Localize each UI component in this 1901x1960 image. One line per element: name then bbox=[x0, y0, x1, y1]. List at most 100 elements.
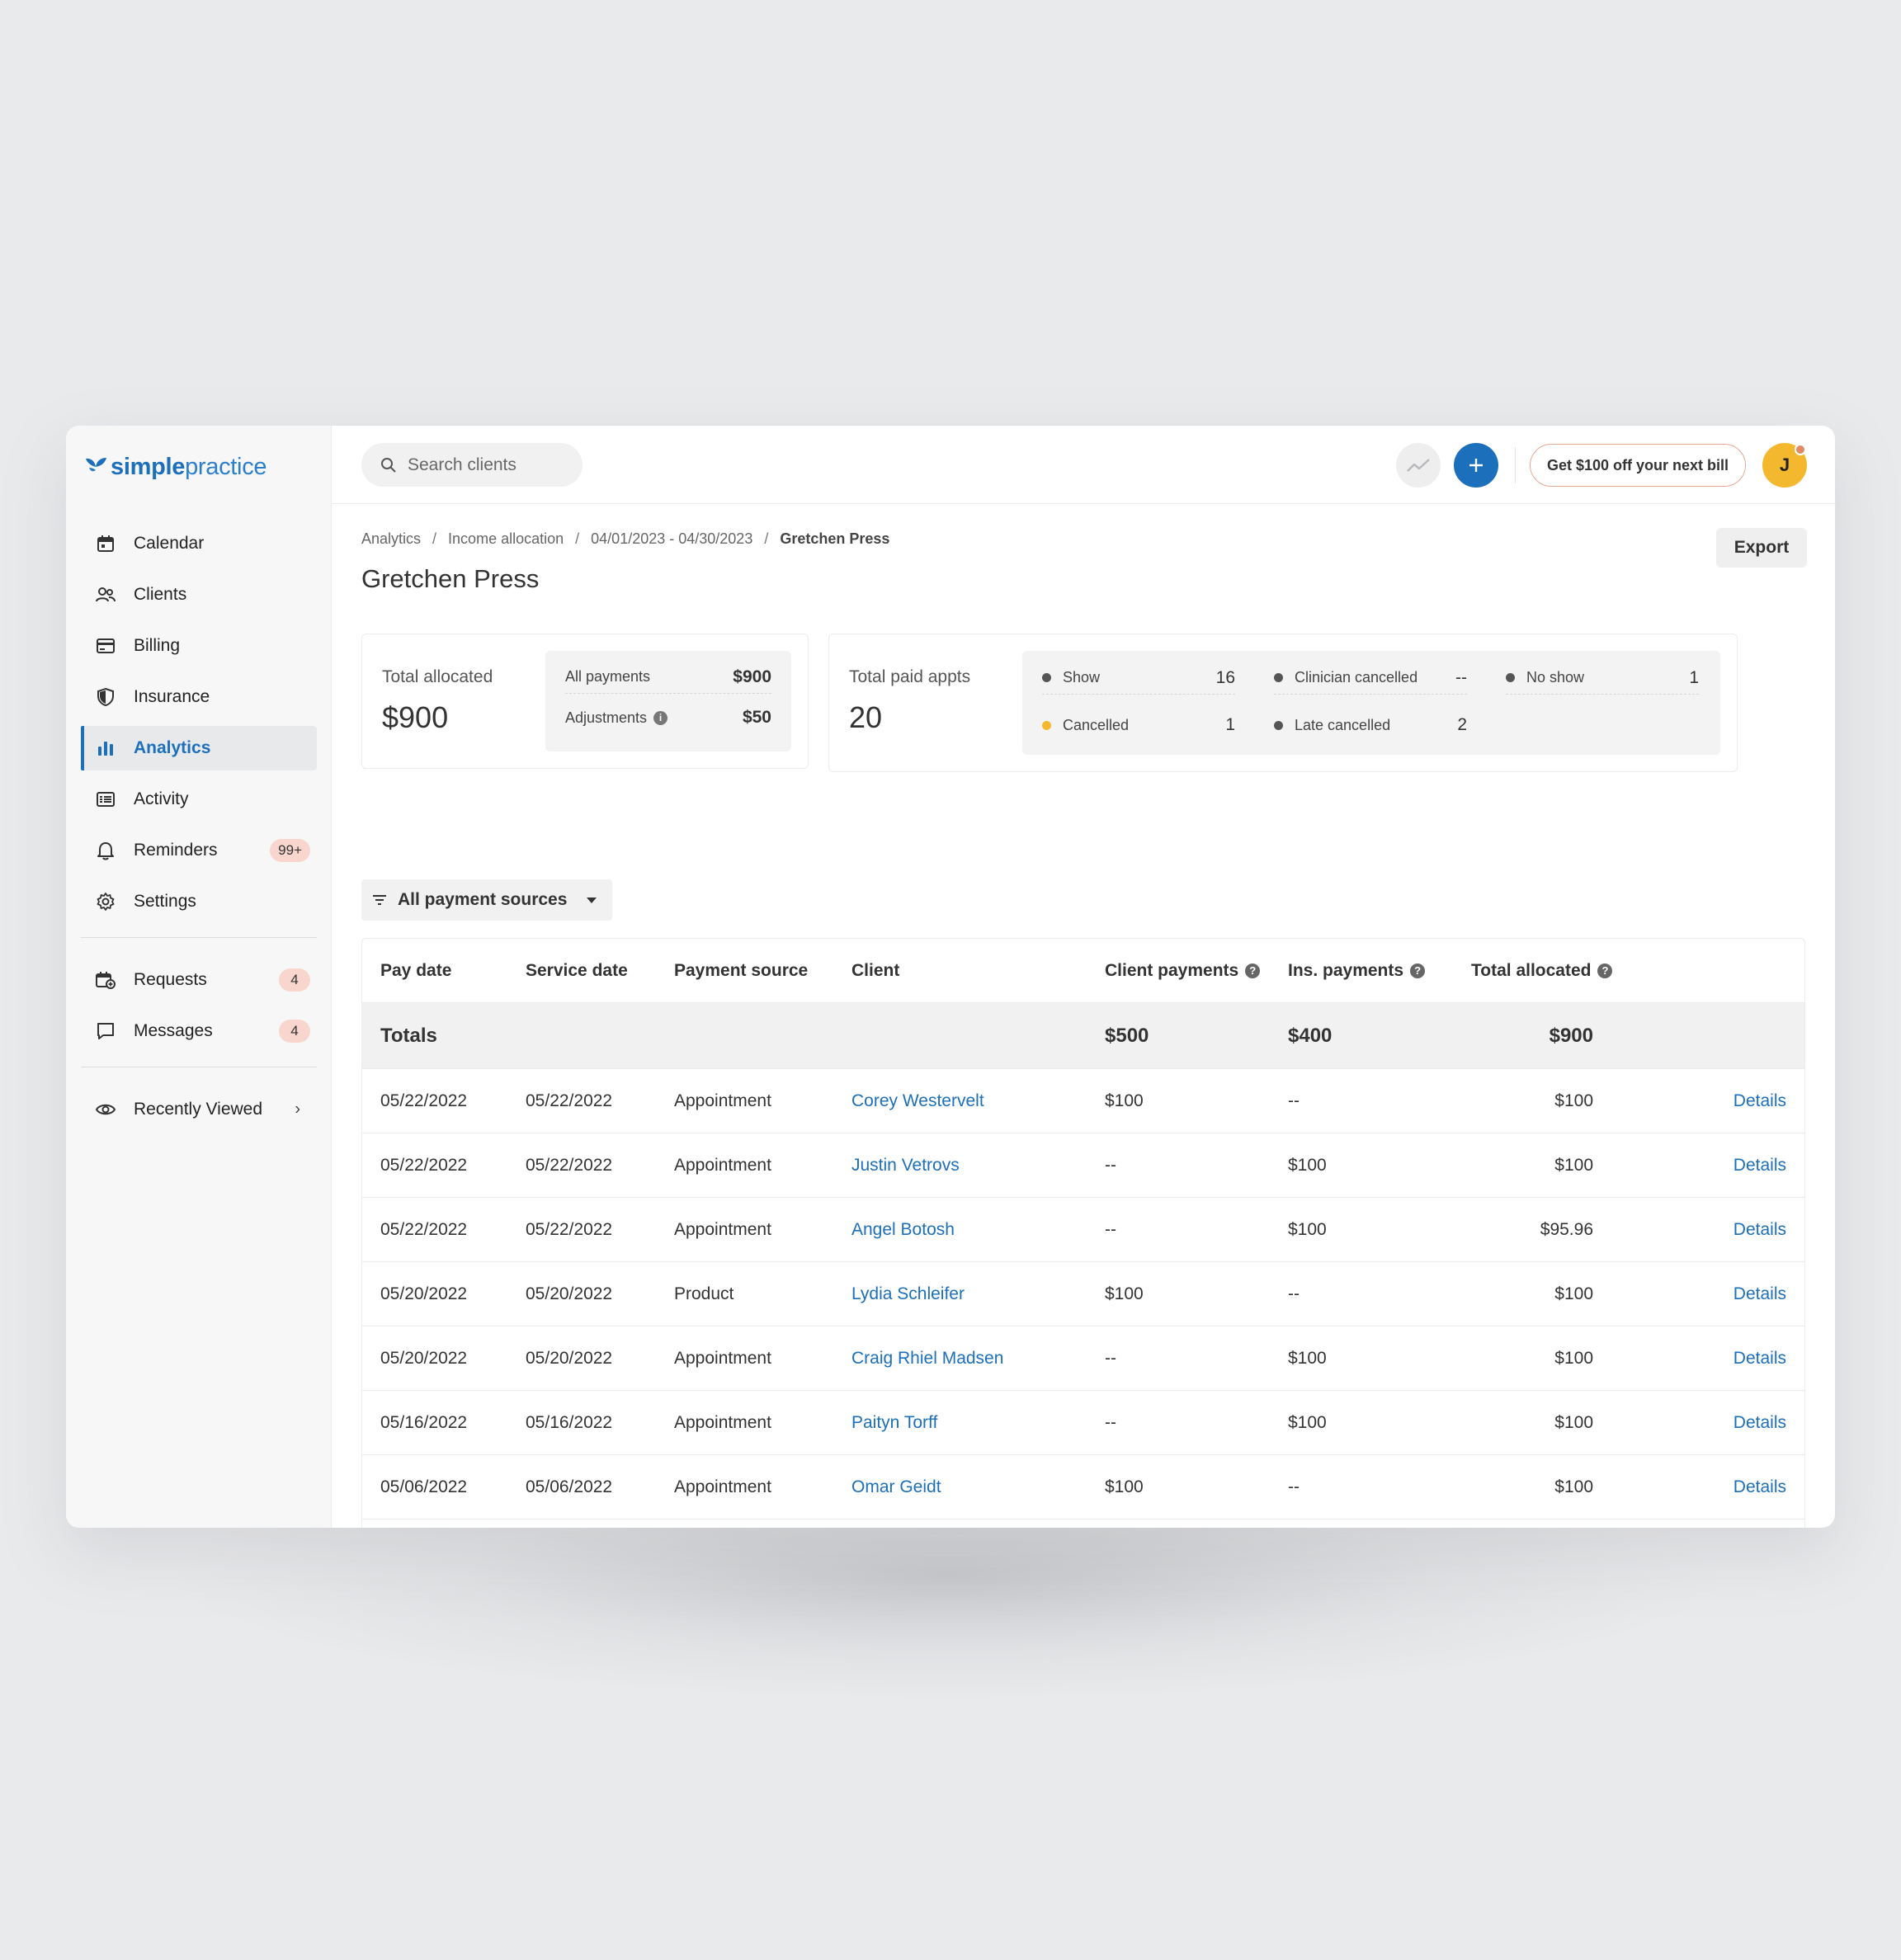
details-link[interactable]: Details bbox=[1733, 1348, 1786, 1368]
requests-count-badge: 4 bbox=[279, 968, 310, 992]
help-icon[interactable]: ? bbox=[1597, 963, 1613, 978]
client-link[interactable]: Lydia Schleifer bbox=[851, 1284, 965, 1303]
details-link[interactable]: Details bbox=[1733, 1284, 1786, 1303]
sidebar-item-reminders[interactable]: Reminders 99+ bbox=[81, 828, 317, 873]
message-icon bbox=[94, 1020, 117, 1043]
sidebar-item-messages[interactable]: Messages 4 bbox=[81, 1009, 317, 1053]
total-allocated-card: Total allocated $900 All payments $900 A… bbox=[361, 634, 809, 769]
avatar[interactable]: J bbox=[1762, 443, 1807, 488]
breadcrumb-current: Gretchen Press bbox=[780, 530, 890, 547]
notification-dot bbox=[1795, 444, 1806, 455]
sidebar-item-activity[interactable]: Activity bbox=[81, 777, 317, 822]
breadcrumb: Analytics / Income allocation / 04/01/20… bbox=[361, 530, 889, 548]
client-link[interactable]: Paityn Torff bbox=[851, 1412, 938, 1432]
export-button[interactable]: Export bbox=[1716, 528, 1807, 568]
client-payments-cell: $100 bbox=[1105, 1284, 1144, 1303]
column-header-client[interactable]: Client bbox=[851, 960, 900, 980]
payment-source-cell: Appointment bbox=[674, 1219, 771, 1239]
sidebar-item-settings[interactable]: Settings bbox=[81, 879, 317, 924]
help-icon[interactable]: ? bbox=[1245, 963, 1261, 978]
search-input[interactable]: Search clients bbox=[361, 443, 583, 487]
eye-icon bbox=[94, 1098, 117, 1121]
column-header-pay-date[interactable]: Pay date bbox=[380, 960, 452, 980]
adjustments-label: Adjustments bbox=[565, 709, 648, 726]
sidebar-item-label: Messages bbox=[134, 1021, 213, 1040]
stat-label: Clinician cancelled bbox=[1295, 669, 1418, 686]
client-link[interactable]: Omar Geidt bbox=[851, 1477, 941, 1496]
client-link[interactable]: Corey Westervelt bbox=[851, 1091, 984, 1110]
stat-cancelled: Cancelled 1 bbox=[1042, 709, 1235, 742]
table-row[interactable]: 05/16/2022 05/16/2022 Appointment Paityn To… bbox=[362, 1391, 1804, 1455]
sidebar-item-requests[interactable]: Requests 4 bbox=[81, 958, 317, 1002]
service-date-cell: 05/20/2022 bbox=[526, 1348, 613, 1368]
table-row[interactable]: 05/20/2022 05/20/2022 Product Lydia Schleif… bbox=[362, 1262, 1804, 1326]
trend-button[interactable] bbox=[1396, 443, 1441, 488]
sidebar-item-analytics[interactable]: Analytics bbox=[81, 726, 317, 770]
stat-value: 2 bbox=[1457, 715, 1467, 734]
client-link[interactable]: Craig Rhiel Madsen bbox=[851, 1348, 1004, 1368]
sidebar-item-billing[interactable]: Billing bbox=[81, 624, 317, 668]
table-row[interactable]: 05/06/2022 05/06/2022 Appointment Omar Geid… bbox=[362, 1455, 1804, 1519]
sidebar-item-label: Activity bbox=[134, 789, 189, 808]
total-paid-value: 20 bbox=[849, 700, 883, 734]
client-link[interactable]: Justin Vetrovs bbox=[851, 1155, 960, 1175]
details-link[interactable]: Details bbox=[1733, 1412, 1786, 1432]
sidebar-item-clients[interactable]: Clients bbox=[81, 572, 317, 617]
sidebar-item-calendar[interactable]: Calendar bbox=[81, 521, 317, 566]
stat-label: No show bbox=[1526, 669, 1585, 686]
client-link[interactable]: Angel Botosh bbox=[851, 1219, 955, 1239]
breadcrumb-analytics[interactable]: Analytics bbox=[361, 530, 422, 547]
service-date-cell: 05/22/2022 bbox=[526, 1091, 613, 1110]
column-header-service-date[interactable]: Service date bbox=[526, 960, 628, 980]
logo[interactable]: simplepractice bbox=[84, 450, 267, 483]
column-header-payment-source[interactable]: Payment source bbox=[674, 960, 809, 980]
promo-button[interactable]: Get $100 off your next bill bbox=[1530, 444, 1746, 487]
table-row[interactable]: 05/22/2022 05/22/2022 Appointment Corey Wes… bbox=[362, 1069, 1804, 1133]
service-date-cell: 05/22/2022 bbox=[526, 1155, 613, 1175]
sidebar-item-recently-viewed[interactable]: Recently Viewed › bbox=[81, 1087, 317, 1132]
bell-icon bbox=[94, 839, 117, 862]
add-new-button[interactable] bbox=[1454, 443, 1498, 488]
details-link[interactable]: Details bbox=[1734, 1519, 1786, 1528]
logo-text-simple: simple bbox=[111, 453, 186, 480]
column-header-label: Client payments bbox=[1105, 960, 1239, 980]
table-row[interactable]: 05/06/2022 05/06/2022 Appointment Ashlynn B… bbox=[362, 1519, 1804, 1528]
table-row[interactable]: 05/22/2022 05/22/2022 Appointment Justin Ve… bbox=[362, 1133, 1804, 1198]
details-link[interactable]: Details bbox=[1733, 1477, 1786, 1496]
all-payments-label: All payments bbox=[565, 668, 651, 685]
pay-date-cell: 05/20/2022 bbox=[380, 1348, 468, 1368]
total-allocated-cell: $100 bbox=[1554, 1348, 1593, 1368]
breadcrumb-date-range[interactable]: 04/01/2023 - 04/30/2023 bbox=[591, 530, 753, 547]
page-title: Gretchen Press bbox=[361, 564, 540, 593]
breadcrumb-income-allocation[interactable]: Income allocation bbox=[448, 530, 564, 547]
total-allocated-cell: $100 bbox=[1554, 1091, 1593, 1110]
total-allocated-cell: $100 bbox=[1554, 1412, 1593, 1432]
column-header-total-allocated[interactable]: Total allocated? bbox=[1471, 939, 1613, 1002]
plus-icon bbox=[1469, 459, 1483, 472]
app-window: simplepractice Calendar Clients Billing bbox=[66, 426, 1835, 1528]
details-link[interactable]: Details bbox=[1733, 1155, 1786, 1175]
info-icon[interactable]: i bbox=[653, 711, 668, 726]
stat-label: Cancelled bbox=[1063, 716, 1130, 733]
totals-ins-payments: $400 bbox=[1288, 1024, 1333, 1047]
details-link[interactable]: Details bbox=[1733, 1091, 1786, 1110]
payment-source-filter[interactable]: All payment sources bbox=[361, 879, 612, 921]
client-link[interactable]: Ashlynn Botosh bbox=[851, 1519, 972, 1528]
help-icon[interactable]: ? bbox=[1410, 963, 1426, 978]
avatar-initial: J bbox=[1779, 455, 1790, 475]
ins-payments-cell: $100 bbox=[1288, 1412, 1327, 1432]
column-header-ins-payments[interactable]: Ins. payments? bbox=[1288, 939, 1426, 1002]
logo-wordmark: simplepractice bbox=[111, 454, 267, 481]
status-dot bbox=[1042, 720, 1051, 730]
ins-payments-cell: -- bbox=[1288, 1284, 1300, 1303]
pay-date-cell: 05/22/2022 bbox=[380, 1219, 468, 1239]
sidebar-item-insurance[interactable]: Insurance bbox=[81, 675, 317, 719]
caret-down-icon bbox=[587, 897, 597, 903]
pay-date-cell: 05/06/2022 bbox=[380, 1477, 468, 1496]
details-link[interactable]: Details bbox=[1733, 1219, 1786, 1239]
table-row[interactable]: 05/22/2022 05/22/2022 Appointment Angel Bot… bbox=[362, 1198, 1804, 1262]
stat-value: 16 bbox=[1215, 667, 1235, 687]
table-row[interactable]: 05/20/2022 05/20/2022 Appointment Craig Rhi… bbox=[362, 1326, 1804, 1391]
total-paid-appts-card: Total paid appts 20 Show 16 Clinician ca… bbox=[828, 634, 1738, 772]
column-header-client-payments[interactable]: Client payments? bbox=[1105, 939, 1261, 1002]
